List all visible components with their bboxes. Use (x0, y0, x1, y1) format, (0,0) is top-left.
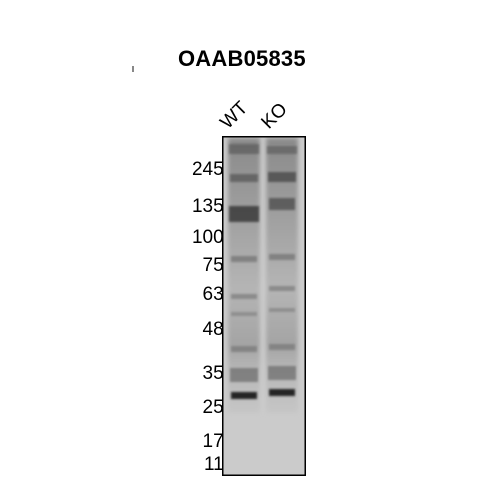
molecular-weight-ladder: 245- 135- 100- 75- 63- 48- 35- 25- 17- 1… (0, 0, 230, 500)
mw-marker: 245- (191, 159, 230, 180)
lane-label-ko: KO (257, 99, 292, 134)
western-blot-membrane (222, 136, 306, 476)
lane-wt-bands (229, 144, 259, 399)
mw-marker: 63- (202, 284, 230, 305)
mw-marker: 11- (203, 454, 230, 475)
stray-mark (132, 66, 134, 72)
mw-marker: 35- (202, 363, 230, 384)
mw-marker: 17- (202, 431, 230, 452)
mw-marker: 75- (202, 255, 230, 276)
antibody-title: OAAB05835 (178, 46, 306, 71)
lane-ko-bands (267, 146, 297, 396)
membrane-frame (222, 136, 306, 476)
mw-marker: 100- (191, 227, 230, 248)
mw-marker: 25- (202, 397, 230, 418)
mw-marker: 135- (191, 196, 230, 217)
lane-wt-smear (228, 138, 260, 413)
mw-marker: 48- (202, 319, 230, 340)
